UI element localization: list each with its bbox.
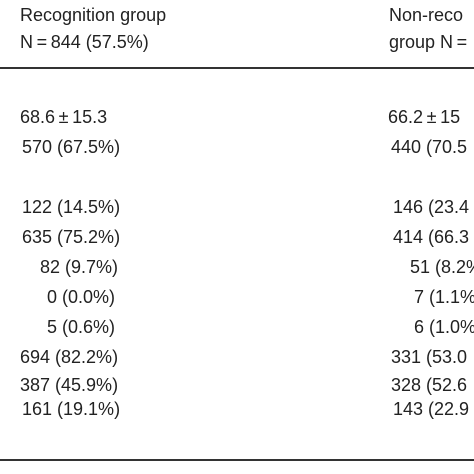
header-rule — [0, 67, 474, 69]
cell: 68.6 ± 15.3 — [20, 107, 108, 127]
cell: 387 (45.9%) — [20, 375, 119, 395]
header-cell: N = 844 (57.5%) — [20, 32, 149, 52]
cell: 570 (67.5%) — [22, 137, 121, 157]
header-cell: group N = — [389, 32, 468, 52]
cell: 143 (22.9 — [393, 399, 470, 419]
cell: 7 (1.1% — [414, 287, 474, 307]
cell: 161 (19.1%) — [22, 399, 121, 419]
header-cell: Non-reco — [389, 5, 464, 25]
cell: 328 (52.6 — [391, 375, 468, 395]
header-cell: Recognition group — [20, 5, 167, 25]
cell: 440 (70.5 — [391, 137, 468, 157]
cell: 66.2 ± 15 — [388, 107, 461, 127]
cell: 6 (1.0% — [414, 317, 474, 337]
cell: 146 (23.4 — [393, 197, 470, 217]
cell: 0 (0.0%) — [47, 287, 116, 307]
cell: 331 (53.0 — [391, 347, 468, 367]
cell: 414 (66.3 — [393, 227, 470, 247]
cell: 82 (9.7%) — [40, 257, 119, 277]
cell: 51 (8.2% — [410, 257, 474, 277]
cell: 694 (82.2%) — [20, 347, 119, 367]
cell: 635 (75.2%) — [22, 227, 121, 247]
cell: 122 (14.5%) — [22, 197, 121, 217]
cell: 5 (0.6%) — [47, 317, 116, 337]
bottom-rule — [0, 459, 474, 461]
